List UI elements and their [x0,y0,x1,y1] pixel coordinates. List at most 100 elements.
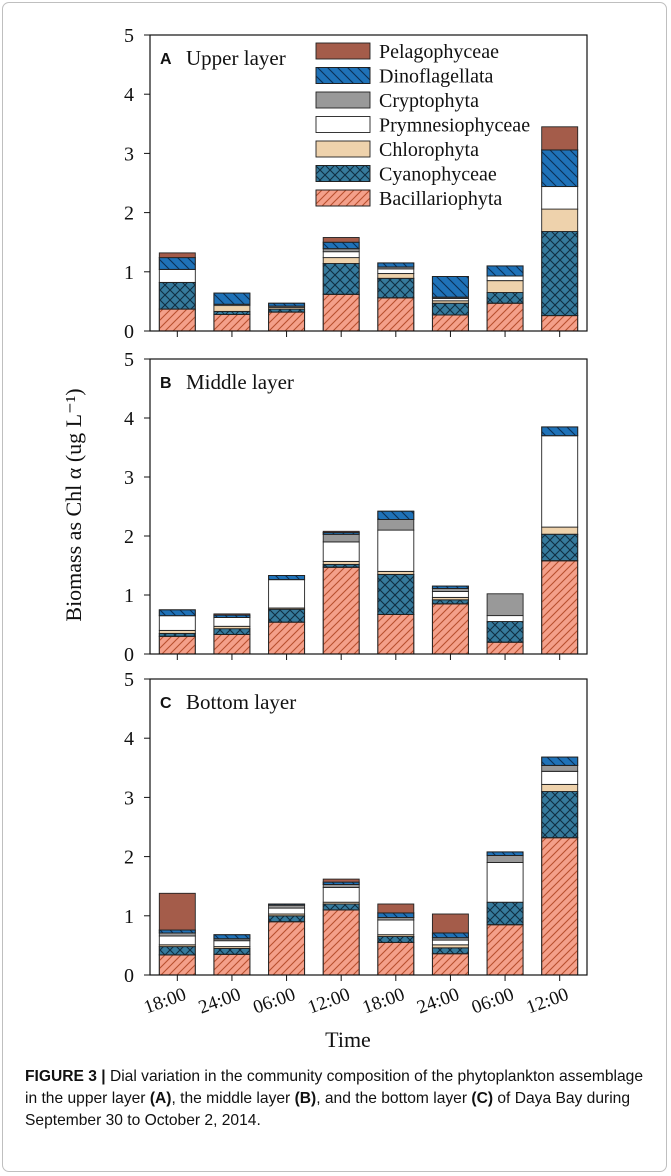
bar-segment-hatch [213,947,251,955]
bar-segment [431,591,469,598]
y-tick-label: 5 [124,669,134,691]
bar-segment [213,616,251,627]
x-tick-label: 12:00 [305,984,353,1019]
x-tick-label: 18:00 [141,984,189,1019]
bar-segment-hatch [486,901,524,926]
bar-segment [322,878,360,883]
bar-segment [486,862,524,903]
caption-ref-c: (C) [471,1090,494,1107]
bar-segment [377,519,415,531]
bar-segment-hatch [486,302,524,332]
bar-segment-hatch [322,293,360,332]
bar-segment [213,613,251,616]
legend-swatch [315,140,371,158]
legend-label: Chlorophyta [379,139,479,161]
legend-swatch [315,42,371,60]
bar-segment [431,939,469,946]
bar-segment-hatch [377,912,415,918]
bar-segment [322,541,360,562]
bar-segment [541,770,579,785]
y-tick-label: 5 [124,349,134,371]
bar-segment [322,530,360,533]
legend-label: Prymnesiophyceae [379,115,530,137]
bar-segment-hatch [268,308,306,313]
bar-segment-hatch [431,314,469,332]
bar-segment-hatch [268,621,306,655]
bar-segment [486,615,524,622]
bar-segment-hatch [486,292,524,304]
legend-swatch [315,116,371,133]
bar-segment [541,783,579,792]
legend-swatch-hatch [315,189,371,207]
bar-segment-hatch [431,585,469,589]
y-tick-label: 5 [124,25,134,47]
bar-segment [322,237,360,243]
bar-segment-hatch [541,315,579,332]
y-tick-label: 4 [124,84,134,106]
bar-segment-hatch [322,903,360,911]
bar-segment-hatch [431,603,469,655]
bar-segment-hatch [213,628,251,635]
x-tick-label: 18:00 [360,984,408,1019]
y-tick-label: 1 [124,262,134,284]
bar-segment-hatch [213,311,251,315]
legend-label: Cyanophyceae [379,164,497,186]
bar-segment-hatch [486,621,524,643]
bar-segment-hatch [158,954,196,976]
bar-segment-hatch [431,302,469,316]
y-tick-label: 4 [124,728,134,750]
plot-frame [149,34,588,332]
bar-segment-hatch [377,573,415,615]
bar-segment-hatch [377,941,415,976]
bar-segment-hatch [158,635,196,655]
bar-segment [541,186,579,210]
bar-segment-hatch [541,756,579,766]
bar-segment-hatch [322,263,360,295]
bar-segment [268,907,306,915]
caption-text-2: , the middle layer [171,1090,295,1107]
bar-segment-hatch [377,297,415,332]
bar-segment-hatch [268,575,306,581]
bar-segment-hatch [268,311,306,332]
bar-segment [377,570,415,575]
y-tick-label: 1 [124,585,134,607]
bar-segment [322,533,360,543]
bar-segment [158,932,196,937]
figure-caption: FIGURE 3 | Dial variation in the communi… [25,1066,650,1132]
bar-segment-hatch [541,149,579,187]
bar-segment [158,935,196,946]
bar-segment [377,903,415,914]
panel-letter: A [160,51,172,68]
bar-segment-hatch [541,837,579,976]
bar-segment-hatch [541,426,579,437]
bar-segment [158,629,196,634]
bar-segment-hatch [213,634,251,655]
bar-segment-hatch [268,608,306,623]
bar-segment-hatch [541,791,579,839]
y-tick-label: 0 [124,644,134,666]
bar-segment-hatch [486,265,524,277]
bar-segment-hatch [158,308,196,332]
bar-segment [486,280,524,293]
panel-title: Bottom layer [186,690,296,714]
caption-text-4: of Daya Bay during September 30 to Octob… [25,1090,631,1129]
x-axis-label: Time [325,1027,371,1052]
bar-segment [158,892,196,931]
y-tick-label: 1 [124,906,134,928]
panel-letter: B [160,375,172,392]
bar-segment [322,560,360,565]
bar-segment [213,940,251,948]
legend-label: Dinoflagellata [379,66,494,88]
caption-ref-a: (A) [149,1090,172,1107]
bar-segment [322,251,360,259]
bar-segment-hatch [268,302,306,307]
bar-segment-hatch [486,641,524,655]
bar-segment-hatch [322,566,360,655]
bar-segment [541,435,579,528]
plot-frame [149,358,588,655]
bar-segment-hatch [377,936,415,943]
bar-segment-hatch [431,276,469,298]
bar-segment [268,579,306,609]
bar-segment-hatch [541,560,579,655]
